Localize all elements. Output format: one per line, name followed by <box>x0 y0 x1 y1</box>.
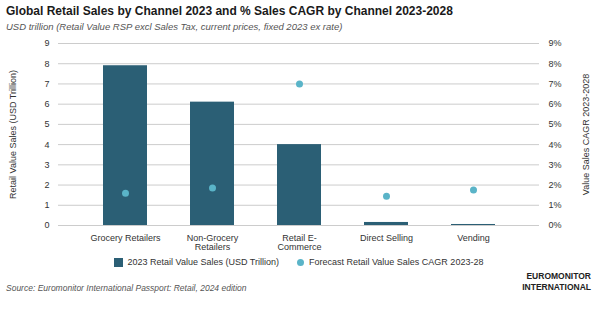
html-text:Forecast Retail Value Sales CA: Forecast Retail Value Sales CAGR 2023-28 <box>309 257 484 267</box>
svg-text:5%: 5% <box>549 119 562 129</box>
svg-text:4: 4 <box>44 139 49 149</box>
svg-text:Grocery Retailers: Grocery Retailers <box>90 233 161 243</box>
svg-text:6: 6 <box>44 99 49 109</box>
svg-text:8%: 8% <box>549 59 562 69</box>
svg-text:6%: 6% <box>549 99 562 109</box>
svg-text:7%: 7% <box>549 79 562 89</box>
svg-text:Value Sales CAGR 2023-2028: Value Sales CAGR 2023-2028 <box>581 74 591 195</box>
svg-text:9: 9 <box>44 38 49 48</box>
svg-text:1: 1 <box>44 200 49 210</box>
svg-text:0: 0 <box>44 220 49 230</box>
svg-text:Non-GroceryRetailers: Non-GroceryRetailers <box>187 233 239 252</box>
html-text:USD trillion (Retail Value RSP: USD trillion (Retail Value RSP excl Sale… <box>6 21 343 32</box>
svg-text:8: 8 <box>44 59 49 69</box>
svg-text:2: 2 <box>44 180 49 190</box>
svg-text:4%: 4% <box>549 139 562 149</box>
html-text:Global Retail Sales by Channel: Global Retail Sales by Channel 2023 and … <box>6 4 453 18</box>
svg-text:1%: 1% <box>549 200 562 210</box>
html-text:Source: Euromonitor Internatio: Source: Euromonitor International Passpo… <box>6 283 247 293</box>
svg-text:7: 7 <box>44 79 49 89</box>
svg-text:2%: 2% <box>549 180 562 190</box>
svg-text:Retail E-Commerce: Retail E-Commerce <box>277 233 321 252</box>
html-text:2023 Retail Value Sales (USD T: 2023 Retail Value Sales (USD Trillion) <box>127 257 279 267</box>
svg-text:Retail Value Sales (USD Trilli: Retail Value Sales (USD Trillion) <box>8 70 18 199</box>
svg-text:0%: 0% <box>549 220 562 230</box>
svg-text:9%: 9% <box>549 38 562 48</box>
svg-text:Vending: Vending <box>457 233 490 243</box>
svg-text:3%: 3% <box>549 160 562 170</box>
svg-text:3: 3 <box>44 160 49 170</box>
html-text:EUROMONITOR: EUROMONITOR <box>526 271 591 281</box>
svg-text:5: 5 <box>44 119 49 129</box>
html-text:INTERNATIONAL: INTERNATIONAL <box>522 282 591 292</box>
svg-text:Direct Selling: Direct Selling <box>360 233 413 243</box>
